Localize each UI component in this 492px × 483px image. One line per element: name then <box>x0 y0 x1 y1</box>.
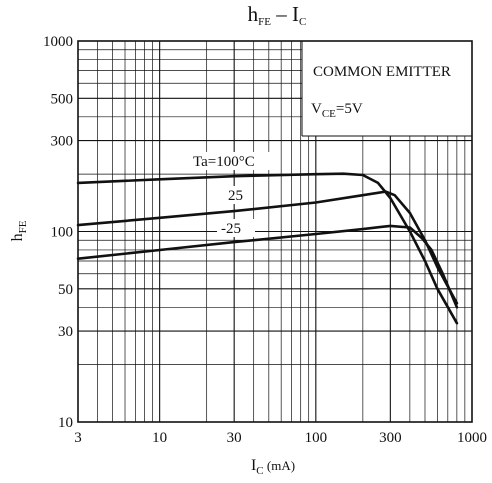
series-line-ta-100c <box>76 172 459 325</box>
y-tick-label: 300 <box>51 134 74 150</box>
x-tick-label: 30 <box>227 430 242 446</box>
label-bg-100c <box>190 152 278 170</box>
chart-title: hFE – IC <box>248 2 307 28</box>
series-label-minus25: -25 <box>221 221 241 237</box>
label-bg-minus25 <box>217 219 255 237</box>
label-bg-25 <box>226 186 248 204</box>
y-axis-label: hFE <box>9 220 29 241</box>
annotation-vce: VCE=5V <box>311 101 363 120</box>
y-tick-label: 500 <box>51 91 74 107</box>
y-tick-label: 1000 <box>43 34 73 50</box>
series-line-ta-minus25 <box>76 224 459 309</box>
annotation-common-emitter: COMMON EMITTER <box>313 64 451 80</box>
y-tick-label: 30 <box>58 324 73 340</box>
annotation-box <box>302 41 472 136</box>
x-tick-label: 10 <box>152 430 167 446</box>
y-tick-label: 100 <box>51 225 74 241</box>
plot-frame <box>77 40 473 423</box>
y-tick-label: 50 <box>58 282 73 298</box>
x-tick-label: 1000 <box>457 430 487 446</box>
x-tick-label: 100 <box>305 430 328 446</box>
series-line-ta-25 <box>76 190 459 305</box>
series-lines <box>76 172 459 325</box>
y-tick-label: 10 <box>58 415 73 431</box>
series-label-100c: Ta=100°C <box>193 154 255 170</box>
series-label-25: 25 <box>228 188 243 204</box>
x-axis-label: IC (mA) <box>251 457 295 477</box>
x-tick-label: 300 <box>379 430 402 446</box>
x-tick-label: 3 <box>74 430 82 446</box>
